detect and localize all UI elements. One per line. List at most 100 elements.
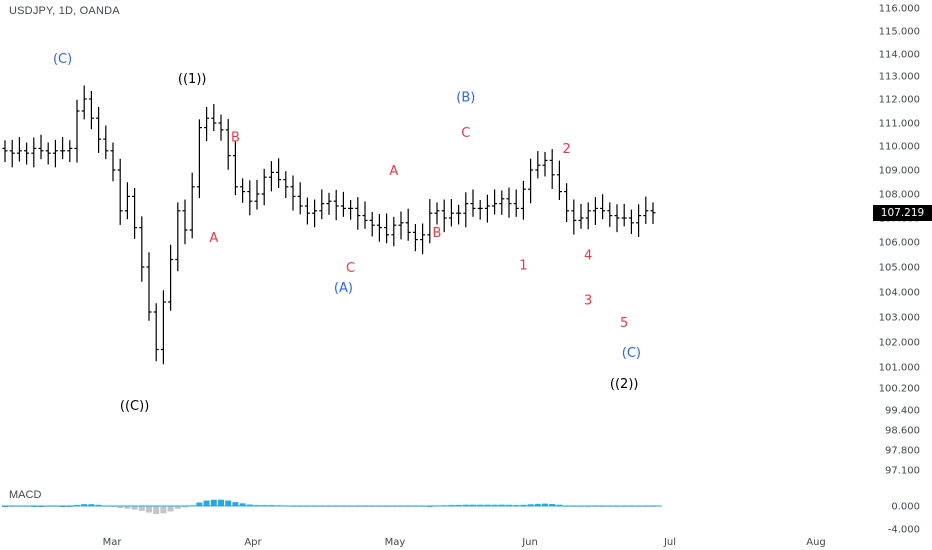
time-tick-label: Mar [103,537,123,548]
macd-label: MACD [9,489,42,501]
ohlc-bar [124,182,130,220]
macd-bar [88,504,95,506]
macd-histogram [2,499,662,514]
time-axis: Mar Apr May Jun Jul Aug [103,537,826,548]
ohlc-bar [290,175,296,211]
macd-bar [182,506,188,508]
macd-bar [628,506,635,508]
ohlc-bar [463,192,469,228]
macd-axis: 0.000 -4.000 [888,502,920,536]
price-tick-label: 115.000 [879,27,920,38]
price-tick-label: 97.100 [885,466,920,477]
macd-bar [534,503,541,506]
macd-bar [167,506,174,512]
price-tick-label: 99.400 [885,406,920,417]
price-tick-label: 113.000 [879,72,920,83]
time-tick-label: Jul [663,537,676,548]
macd-bar [131,506,138,510]
macd-bar [614,506,620,508]
ohlc-bar [405,208,411,241]
ohlc-bar [196,119,202,199]
macd-bar [117,506,124,509]
price-tick-label: 108.000 [879,190,920,201]
macd-bar [210,499,217,506]
ohlc-bar [74,99,80,163]
price-tick-label: 100.200 [879,384,920,395]
price-tick-label: 102.000 [879,338,920,349]
ohlc-bar [412,224,418,252]
ohlc-bar [319,189,325,220]
price-tick-label: 97.800 [885,446,920,457]
price-tick-label: 114.000 [879,50,920,61]
macd-bar [124,506,131,509]
macd-bar [383,506,390,508]
ohlc-bar [52,139,58,168]
ohlc-bar [535,151,541,179]
ohlc-bar [283,171,289,199]
wave-label: 5 [620,316,628,331]
ohlc-bar [592,197,598,225]
macd-tick-label: -4.000 [888,525,920,536]
ohlc-bar [549,149,555,189]
ohlc-bar [16,137,22,162]
wave-label: (C) [53,52,72,67]
price-tick-label: 98.600 [885,426,920,437]
macd-bar [621,506,628,508]
chart-title: USDJPY, 1D, OANDA [9,5,120,17]
ohlc-bar [225,118,231,170]
wave-label: 3 [584,294,592,309]
ohlc-bar [427,199,433,244]
macd-bar [585,506,592,508]
ohlc-bar [31,137,37,168]
ohlc-bar [160,290,166,365]
price-tick-label: 105.000 [879,263,920,274]
ohlc-bar [600,194,606,220]
last-price-tag: 107.219 [873,205,932,221]
macd-bar [146,506,152,513]
ohlc-bar [211,104,217,132]
ohlc-bar [362,201,368,229]
macd-bar [311,506,318,508]
ohlc-bar [96,106,102,153]
macd-bar [376,506,383,508]
macd-bar [578,506,584,508]
ohlc-bar [247,180,253,216]
macd-bar [203,500,210,506]
wave-labels: (C) ((1)) B A ((C)) A C (A) B (B) C 1 2 4 3 5 (C) ((2)) [53,52,641,414]
ohlc-bar [643,196,649,224]
ohlc-bar [492,189,498,215]
ohlc-bar [254,179,260,210]
ohlc-bar [355,197,361,230]
wave-label: 2 [562,142,570,157]
ohlc-bar [348,200,354,220]
macd-bar [592,506,599,508]
macd-bar [225,500,232,506]
wave-label: (B) [456,90,475,105]
ohlc-bar [139,216,145,282]
macd-bar [470,504,476,506]
macd-bar [477,504,484,506]
ohlc-bar [607,202,613,227]
ohlc-bars [2,85,656,365]
ohlc-bar [499,190,505,215]
wave-label: B [231,130,240,145]
macd-bar [174,506,181,509]
time-tick-label: Aug [806,537,826,548]
ohlc-bar [578,203,584,229]
ohlc-bar [204,106,210,142]
macd-bar [318,506,325,508]
wave-label: ((2)) [610,377,639,392]
ohlc-bar [650,202,656,225]
macd-bar [484,504,491,506]
ohlc-bar [218,114,224,141]
ohlc-bar [153,303,159,362]
time-tick-label: Jun [521,537,538,548]
ohlc-bar [232,141,238,196]
price-tick-label: 116.000 [879,4,920,15]
ohlc-bar [45,142,51,165]
wave-label: C [461,126,470,141]
ohlc-bar [9,139,15,168]
macd-bar [95,504,102,506]
macd-bar [138,506,145,511]
